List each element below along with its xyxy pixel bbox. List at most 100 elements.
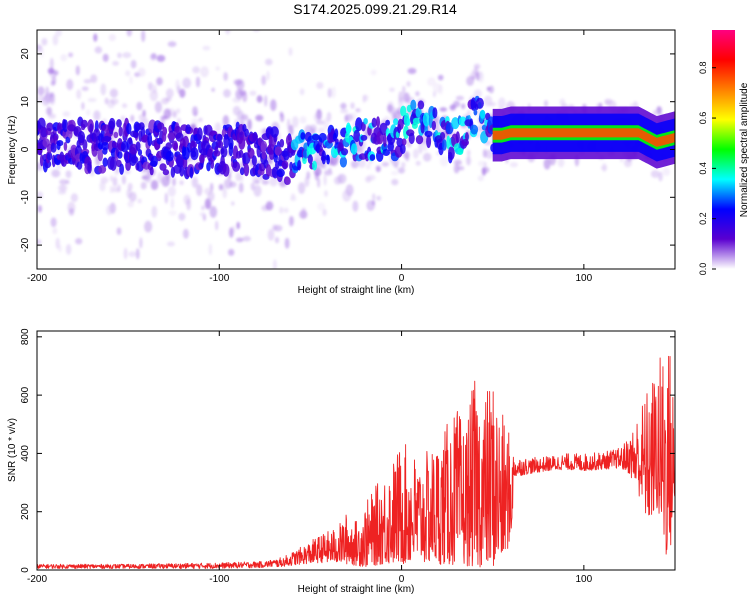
spectrogram-haze-blob — [37, 191, 44, 200]
spectrogram-haze-blob — [195, 76, 201, 88]
spectrogram-haze-blob — [121, 174, 126, 185]
spectrogram-haze-blob — [125, 70, 131, 77]
spectrogram-haze-blob — [191, 176, 199, 188]
spectrogram-haze-blob — [65, 244, 72, 255]
spectrogram-core-blob — [220, 146, 228, 158]
spectrogram-haze-blob — [466, 155, 471, 166]
spectrogram-core-blob — [401, 138, 407, 146]
spectrogram-haze-blob — [120, 115, 126, 122]
spectrogram-core-blob — [397, 118, 404, 130]
spectrogram-haze-blob — [405, 155, 410, 162]
spectrogram-haze-blob — [126, 188, 132, 199]
spectrogram-haze-blob — [432, 91, 436, 98]
spectrogram-haze-blob — [259, 128, 265, 135]
spectrogram-core-blob — [97, 148, 104, 162]
spectrogram-core-blob — [102, 157, 108, 167]
spectrogram-haze-blob — [86, 109, 91, 116]
spectrogram-haze-blob — [481, 166, 490, 174]
x-tick-label: 0 — [399, 273, 405, 284]
spectrogram-haze-blob — [128, 251, 137, 257]
spectrogram-haze-blob — [141, 30, 146, 42]
spectrogram-haze-blob — [147, 82, 153, 91]
spectrogram-haze-blob — [47, 67, 55, 75]
spectrogram-haze-blob — [228, 248, 235, 256]
spectrogram-core-blob — [334, 128, 339, 139]
spectrogram-haze-blob — [403, 92, 410, 103]
spectrogram-haze-blob — [366, 163, 371, 170]
spectrogram-haze-blob — [412, 148, 419, 159]
spectrogram-haze-blob — [127, 200, 134, 208]
spectrogram-haze-blob — [453, 164, 460, 174]
spectrogram-core-blob — [190, 147, 199, 161]
spectrogram-haze-blob — [149, 53, 157, 61]
spectrogram-core-blob — [276, 168, 285, 178]
spectrogram-haze-blob — [60, 183, 68, 193]
spectrogram-haze-blob — [543, 158, 551, 170]
y-tick-label: 200 — [20, 503, 31, 520]
x-tick-label: 0 — [399, 574, 405, 585]
spectrogram-haze-blob — [604, 98, 613, 105]
spectrogram-haze-blob — [137, 67, 146, 77]
colorbar-tick-label: 0.2 — [698, 212, 708, 225]
spectrogram-haze-blob — [265, 58, 273, 66]
spectrogram-haze-blob — [344, 113, 353, 122]
spectrogram-haze-blob — [466, 149, 471, 157]
colorbar-tick-label: 0.0 — [698, 263, 708, 276]
spectrogram-haze-blob — [126, 30, 132, 37]
spectrogram-core-blob — [56, 140, 64, 147]
spectrogram-haze-blob — [114, 166, 121, 174]
spectrogram-haze-blob — [270, 99, 277, 111]
spectrogram-core-blob — [89, 123, 94, 134]
spectrogram-haze-blob — [273, 225, 283, 232]
spectrogram-haze-blob — [423, 152, 432, 162]
spectrogram-haze-blob — [156, 54, 166, 62]
spectrogram-haze-blob — [600, 165, 608, 171]
spectrogram-haze-blob — [136, 101, 143, 111]
spectrogram-haze-blob — [112, 176, 118, 187]
spectrogram-haze-blob — [397, 167, 405, 174]
spectrogram-core-blob — [80, 123, 86, 131]
spectrogram-core-blob — [361, 121, 366, 132]
spectrogram-haze-blob — [223, 178, 233, 189]
spectrogram-core-blob — [439, 132, 446, 140]
spectrogram-haze-blob — [241, 114, 249, 121]
spectrogram-haze-blob — [87, 13, 92, 21]
spectrogram-haze-blob — [390, 171, 399, 176]
spectrogram-haze-blob — [102, 53, 109, 62]
spectrogram-haze-blob — [453, 159, 462, 166]
spectrogram-haze-blob — [266, 70, 270, 81]
spectrogram-haze-blob — [283, 207, 289, 213]
spectrogram-haze-blob — [235, 172, 242, 182]
spectrogram-core-blob — [480, 109, 486, 119]
spectrogram-haze-blob — [352, 200, 359, 212]
spectrogram-haze-blob — [252, 30, 260, 32]
spectrogram-haze-blob — [407, 67, 417, 75]
spectrogram-haze-blob — [437, 74, 444, 81]
spectrogram-haze-blob — [65, 179, 70, 185]
spectrogram-haze-blob — [322, 208, 327, 217]
spectrogram-haze-blob — [50, 217, 57, 228]
y-tick-label: 0 — [20, 146, 31, 152]
spectrogram-haze-blob — [439, 155, 449, 167]
spectrogram-haze-blob — [306, 171, 311, 180]
spectrogram-haze-blob — [186, 198, 191, 211]
spectrogram-haze-blob — [68, 52, 74, 58]
spectrogram-haze-blob — [238, 182, 244, 193]
spectrogram-haze-blob — [37, 95, 46, 103]
snr-y-label: SNR (10 * v/v) — [7, 418, 18, 482]
spectrogram-haze-blob — [290, 216, 295, 225]
spectrogram-haze-blob — [52, 34, 59, 46]
spectrogram-haze-blob — [215, 220, 219, 231]
spectrogram-haze-blob — [70, 193, 78, 203]
spectrogram-core-blob — [376, 116, 380, 128]
spectrogram-core-blob — [44, 160, 52, 169]
spectrogram-haze-blob — [106, 205, 113, 216]
spectrogram-haze-blob — [509, 162, 518, 168]
spectrogram-haze-blob — [164, 192, 168, 204]
spectrogram-haze-blob — [232, 97, 241, 103]
spectrogram-core-blob — [228, 142, 234, 157]
spectrogram-haze-blob — [264, 95, 268, 107]
spectrogram-core-blob — [339, 156, 347, 168]
spectrogram-haze-blob — [36, 19, 42, 26]
spectrogram-core-blob — [117, 151, 123, 159]
